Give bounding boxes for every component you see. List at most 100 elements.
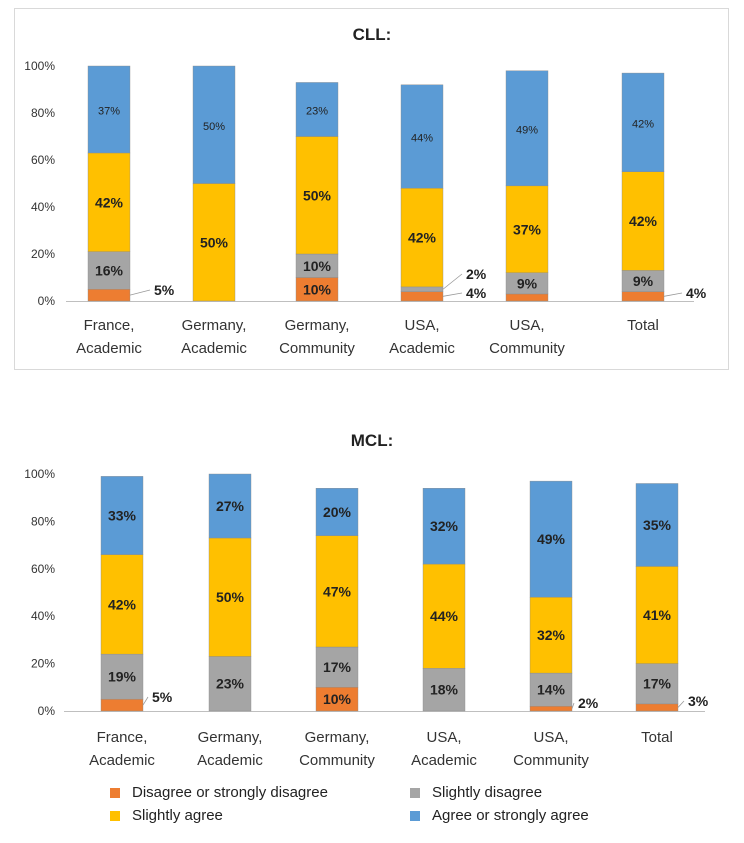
mcl-x-tick-label: Community (299, 752, 375, 769)
mcl-x-tick-label: USA, (426, 729, 461, 746)
cll-leader-line-disagree (663, 292, 683, 297)
mcl-leader-line-disagree (142, 696, 149, 706)
cll-x-tick-label: Academic (76, 340, 142, 357)
mcl-bar-disagree (529, 706, 573, 712)
legend-label-disagree: Disagree or strongly disagree (132, 784, 328, 801)
cll-x-tick-label: USA, (509, 317, 544, 334)
cll-leader-line-disagree (129, 289, 151, 296)
mcl-x-tick-label: Germany, (305, 729, 370, 746)
legend-swatch-slightly-disagree (410, 787, 420, 798)
mcl-data-label-agree: 35% (643, 517, 672, 533)
mcl-bar-slightly-agree (100, 554, 144, 655)
mcl-bar-slightly-disagree (100, 653, 144, 700)
cll-leader-line-slightly-disagree (442, 273, 463, 290)
mcl-data-label-slightly-agree: 42% (108, 596, 137, 612)
cll-data-label-slightly-agree: 37% (513, 221, 542, 237)
mcl-data-label-slightly-agree: 32% (537, 627, 566, 643)
mcl-x-tick-label: Academic (411, 752, 477, 769)
mcl-bar-slightly-disagree (529, 672, 573, 707)
cll-y-tick-label: 40% (31, 200, 55, 214)
cll-data-label-slightly-agree: 42% (408, 230, 437, 246)
legend-item-slightly-agree: Slightly agree (110, 807, 223, 824)
cll-data-label-agree: 42% (632, 118, 654, 130)
cll-bar-agree (87, 65, 131, 154)
mcl-chart-title: MCL: (351, 431, 393, 450)
legend-label-slightly-agree: Slightly agree (132, 807, 223, 824)
cll-data-label-agree: 23% (306, 105, 328, 117)
legend-label-agree: Agree or strongly agree (432, 807, 589, 824)
cll-bar-agree (295, 82, 339, 137)
cll-data-label-slightly-disagree: 9% (633, 273, 654, 289)
cll-data-label-slightly-agree: 42% (95, 194, 124, 210)
mcl-data-label-slightly-agree: 41% (643, 607, 672, 623)
mcl-bar-agree (100, 476, 144, 555)
mcl-bar-slightly-agree (208, 537, 252, 657)
cll-bar-slightly-agree (295, 136, 339, 255)
mcl-y-tick-label: 40% (31, 609, 55, 623)
cll-x-tick-label: Academic (181, 340, 247, 357)
cll-x-tick-label: France, (84, 317, 135, 334)
mcl-bar-agree (208, 473, 252, 539)
mcl-bar-slightly-disagree (208, 656, 252, 712)
legend-item-agree: Agree or strongly agree (410, 807, 589, 824)
cll-data-label-disagree: 4% (466, 285, 487, 301)
cll-data-label-slightly-disagree: 10% (303, 258, 332, 274)
mcl-data-label-slightly-disagree: 18% (430, 682, 459, 698)
cll-data-label-agree: 37% (98, 105, 120, 117)
mcl-bar-agree (315, 488, 359, 536)
cll-y-tick-label: 0% (38, 294, 56, 308)
cll-bar-disagree (87, 289, 131, 302)
mcl-data-label-agree: 33% (108, 507, 137, 523)
cll-data-label-slightly-agree: 50% (200, 234, 229, 250)
cll-bar-slightly-agree (192, 183, 236, 302)
cll-bar-slightly-disagree (400, 286, 444, 292)
mcl-leader-line-disagree (571, 702, 575, 709)
cll-data-label-slightly-disagree: 2% (466, 266, 487, 282)
cll-bar-disagree (505, 293, 549, 302)
mcl-data-label-slightly-disagree: 23% (216, 676, 245, 692)
legend-swatch-slightly-agree (110, 810, 120, 821)
mcl-y-tick-label: 60% (31, 562, 55, 576)
mcl-bar-slightly-agree (315, 535, 359, 648)
cll-x-tick-label: Germany, (182, 317, 247, 334)
cll-bar-slightly-agree (400, 187, 444, 288)
legend-item-disagree: Disagree or strongly disagree (110, 784, 328, 801)
mcl-bar-agree (529, 480, 573, 598)
mcl-data-label-slightly-disagree: 19% (108, 669, 137, 685)
cll-data-label-disagree: 10% (303, 281, 332, 297)
mcl-y-tick-label: 80% (31, 514, 55, 528)
mcl-data-label-disagree: 3% (688, 693, 709, 709)
cll-y-tick-label: 20% (31, 247, 55, 261)
cll-data-label-disagree: 4% (686, 285, 707, 301)
mcl-x-tick-label: France, (97, 729, 148, 746)
mcl-bar-agree (422, 488, 466, 565)
cll-bar-disagree (400, 291, 444, 302)
cll-bar-slightly-disagree (87, 251, 131, 290)
mcl-data-label-slightly-disagree: 17% (643, 676, 672, 692)
legend-swatch-agree (410, 810, 420, 821)
mcl-bar-disagree (635, 703, 679, 712)
mcl-data-label-disagree: 10% (323, 691, 352, 707)
mcl-data-label-slightly-agree: 44% (430, 608, 459, 624)
cll-chart-frame (14, 8, 729, 370)
cll-bar-slightly-agree (87, 152, 131, 252)
mcl-bar-slightly-agree (529, 597, 573, 674)
mcl-x-tick-label: Total (641, 729, 673, 746)
cll-bar-disagree (621, 291, 665, 302)
mcl-leader-line-disagree (677, 700, 685, 708)
cll-data-label-slightly-agree: 50% (303, 187, 332, 203)
cll-data-label-agree: 50% (203, 121, 225, 133)
mcl-data-label-slightly-agree: 50% (216, 589, 245, 605)
cll-data-label-agree: 44% (411, 133, 433, 145)
cll-x-tick-label: Total (627, 317, 659, 334)
mcl-x-tick-label: Germany, (198, 729, 263, 746)
cll-chart: CLL: 0% 20% 40% 60% 80% 100% 16% 42% 37% 50% 50% 10%… (14, 8, 729, 370)
mcl-y-tick-label: 100% (24, 467, 55, 481)
cll-bar-slightly-agree (505, 185, 549, 274)
cll-data-label-agree: 49% (516, 124, 538, 136)
legend-label-slightly-disagree: Slightly disagree (432, 784, 543, 801)
mcl-data-label-agree: 49% (537, 531, 566, 547)
cll-y-tick-label: 80% (31, 106, 55, 120)
legend-item-slightly-disagree: Slightly disagree (410, 784, 542, 801)
cll-data-label-disagree: 5% (154, 282, 175, 298)
